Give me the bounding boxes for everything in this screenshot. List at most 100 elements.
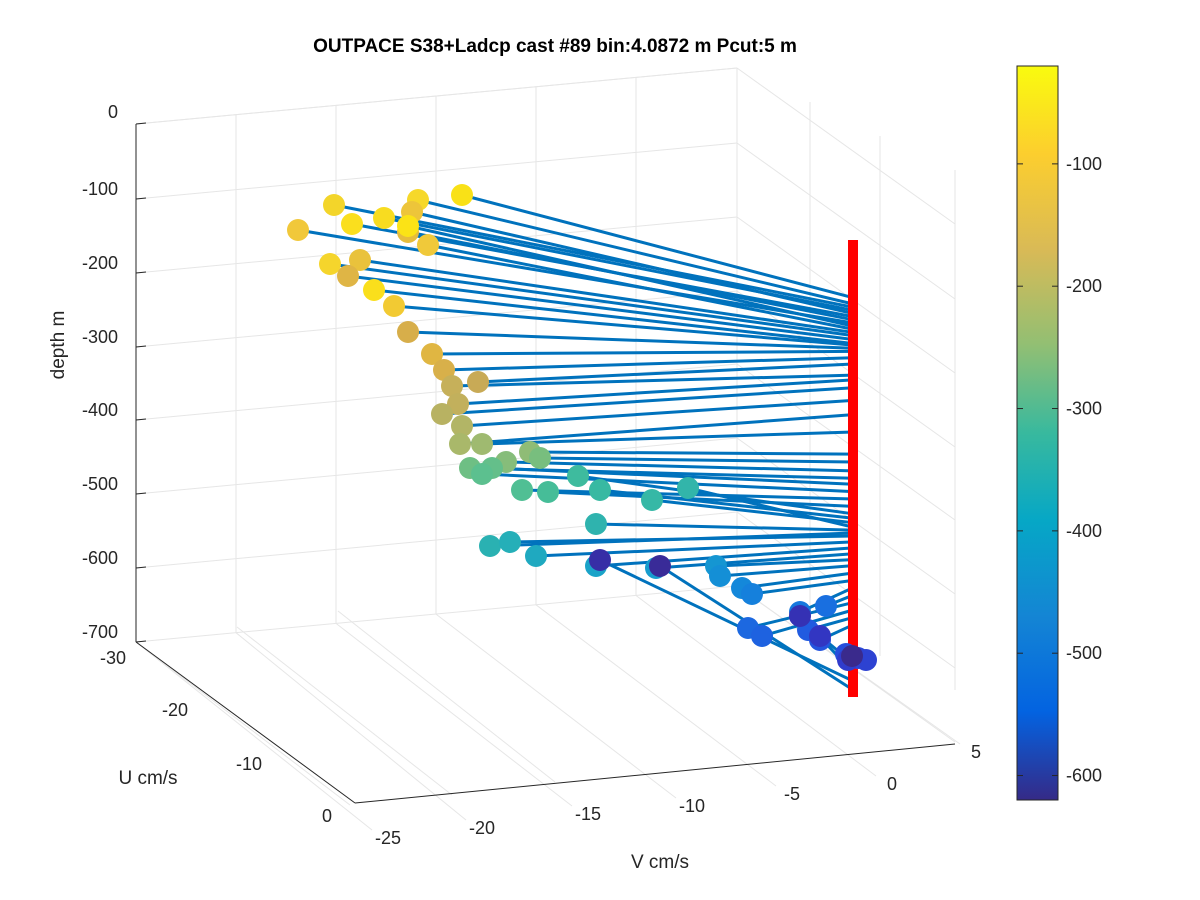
velocity-line [599,558,854,683]
velocity-line [655,552,854,570]
v-axis-label: V cm/s [631,852,689,873]
depth-tick-labels: 0 -100 -200 -300 -400 -500 -600 -700 [82,102,147,643]
velocity-point [447,393,469,415]
velocity-point [641,489,663,511]
velocity-point [471,433,493,455]
axis-lines [135,67,956,804]
grid-lines [135,67,961,831]
u-tick-label: -30 [100,648,126,668]
velocity-point [431,403,453,425]
velocity-line [715,558,854,568]
velocity-point [815,595,837,617]
velocity-point [449,433,471,455]
velocity-point [337,265,359,287]
colorbar-tick-label: -500 [1066,643,1102,663]
velocity-line [741,571,854,590]
velocity-line [407,330,854,350]
velocity-line [417,198,854,306]
velocity-point [349,249,371,271]
velocity-line [451,373,854,388]
velocity-line [457,378,854,406]
velocity-point [471,463,493,485]
z-axis-label: depth m [48,311,69,380]
velocity-point [841,645,863,667]
velocity-line [751,578,854,596]
velocity-point [397,321,419,343]
colorbar-tick-label: -100 [1066,154,1102,174]
colorbar-tick-labels: -100 -200 -300 -400 -500 -600 [1017,154,1102,786]
velocity-point [363,279,385,301]
velocity-point [789,605,811,627]
velocity-line [393,304,854,347]
velocity-point [341,213,363,235]
velocity-point [751,625,773,647]
velocity-point [467,371,489,393]
velocity-point [383,295,405,317]
v-tick-label: -20 [469,818,495,838]
velocity-line [431,349,854,356]
v-tick-label: 5 [971,742,981,762]
depth-tick-label: -100 [82,179,118,199]
velocity-point [537,481,559,503]
velocity-point [525,545,547,567]
velocity-line [347,274,854,342]
velocity-point [451,184,473,206]
velocity-point [511,479,533,501]
velocity-line [687,486,854,529]
velocity-point [589,479,611,501]
colorbar-tick-label: -200 [1066,276,1102,296]
velocity-point [451,415,473,437]
velocity-line [461,398,854,428]
velocity-point [567,465,589,487]
velocity-line [427,243,854,331]
velocity-point [319,253,341,275]
velocity-line [441,386,854,416]
velocity-lines [297,193,868,694]
velocity-point [809,625,831,647]
velocity-line [505,460,854,473]
v-tick-label: -15 [575,804,601,824]
velocity-point [741,583,763,605]
velocity-line [599,488,854,520]
velocity-line [535,540,854,558]
velocity-line [477,362,854,384]
chart-title: OUTPACE S38+Ladcp cast #89 bin:4.0872 m … [313,36,797,57]
v-tick-label: -25 [375,828,401,848]
velocity-line [459,413,854,446]
u-tick-labels: -30 -20 -10 0 [100,648,332,826]
velocity-line [509,534,854,544]
velocity-point [373,207,395,229]
velocity-line [411,210,854,315]
velocity-point [529,447,551,469]
velocity-line [529,450,854,456]
velocity-point [585,513,607,535]
u-tick-label: -10 [236,754,262,774]
velocity-line [407,224,854,328]
depth-tick-label: 0 [108,102,118,122]
v-tick-labels: -25 -20 -15 -10 -5 0 5 [375,742,981,848]
velocity-line [481,430,854,446]
velocity-line [595,546,854,568]
velocity-line [491,466,854,486]
v-tick-label: -10 [679,796,705,816]
colorbar [1016,65,1059,801]
depth-tick-label: -300 [82,327,118,347]
v-tick-label: 0 [887,774,897,794]
velocity-point [649,555,671,577]
velocity-point [709,565,731,587]
velocity-point [677,477,699,499]
velocity-line [595,522,854,532]
velocity-point [323,194,345,216]
velocity-point [479,535,501,557]
velocity-point [397,215,419,237]
velocity-point [421,343,443,365]
u-tick-label: 0 [322,806,332,826]
depth-tick-label: -600 [82,548,118,568]
velocity-point [499,531,521,553]
u-tick-label: -20 [162,700,188,720]
depth-tick-label: -400 [82,400,118,420]
velocity-point [589,549,611,571]
v-tick-label: -5 [784,784,800,804]
